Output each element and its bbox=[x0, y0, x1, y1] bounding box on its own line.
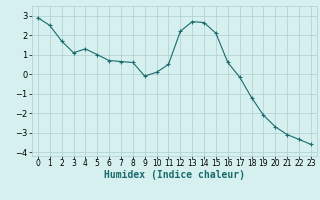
X-axis label: Humidex (Indice chaleur): Humidex (Indice chaleur) bbox=[104, 170, 245, 180]
